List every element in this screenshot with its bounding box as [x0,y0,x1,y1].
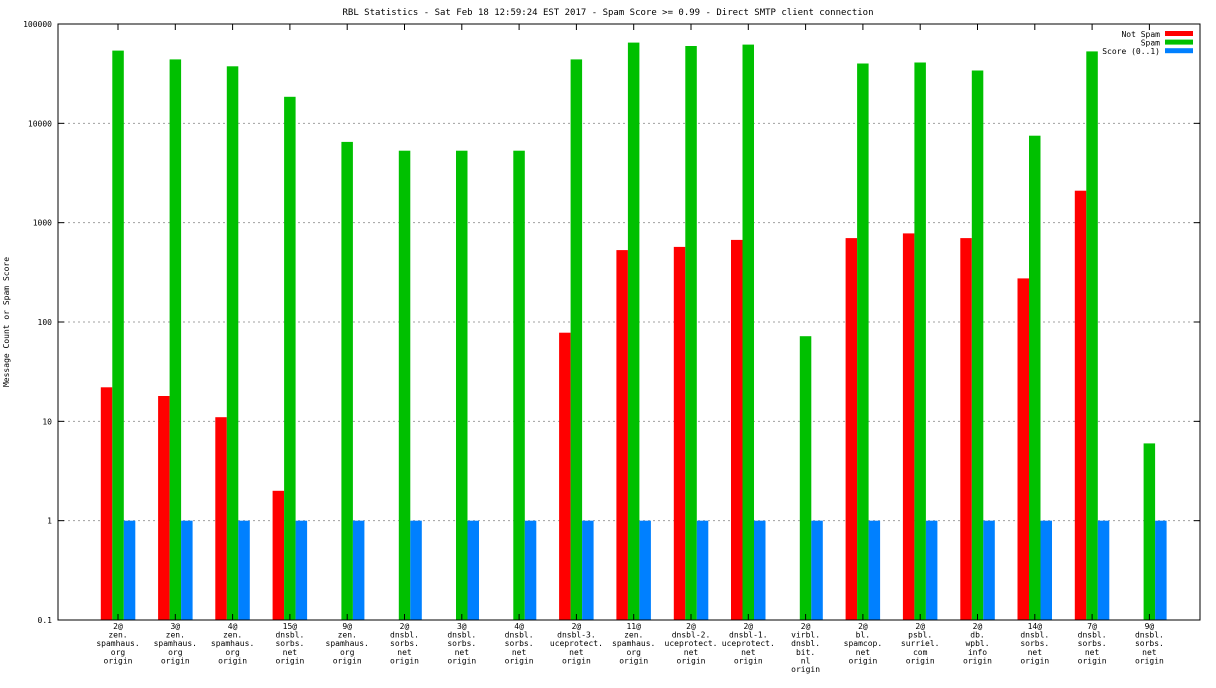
bar-score-0-1 [181,520,193,620]
bar-spam [627,42,640,621]
y-tick-label: 10000 [28,119,52,128]
y-axis-ticks: 0.1 1 10 100 1000 10000 100000 [23,20,1200,625]
bar-score-0-1 [754,520,766,620]
bar-not-spam [559,332,571,620]
legend-label: Not Spam [1121,30,1160,39]
x-axis-categories: 2@ zen. spamhaus. org origin 3@ zen. spamhaus. o… [96,24,1164,674]
x-category-label: 2@ dnsbl-3. uceprotect. net origin [550,622,603,665]
legend-swatch [1165,39,1193,45]
y-tick-label: 100000 [23,20,52,29]
bar-spam [341,141,353,620]
bar-not-spam [902,233,915,620]
bar-spam [971,70,984,620]
legend-swatch [1165,48,1193,54]
chart-title: RBL Statistics - Sat Feb 18 12:59:24 EST… [342,8,873,18]
y-tick-label: 1000 [33,219,52,228]
x-category-label: 7@ dnsbl. sorbs. net origin [1078,622,1107,665]
bar-not-spam [616,250,628,620]
x-category-label: 11@ zen. spamhaus. org origin [612,622,655,665]
bar-not-spam [158,396,170,620]
bar-score-0-1 [925,520,938,620]
x-category-label: 2@ dnsbl-1. uceprotect. net origin [722,622,775,665]
x-category-label: 2@ db. wpbl. info origin [963,622,992,665]
bar-score-0-1 [524,520,537,620]
bar-not-spam [960,238,972,620]
bar-not-spam [1074,190,1087,620]
bar-spam [742,44,754,621]
x-category-label: 3@ dnsbl. sorbs. net origin [447,622,476,665]
x-category-label: 9@ zen. spamhaus. org origin [326,622,369,665]
bar-not-spam [272,490,285,620]
bar-not-spam [1017,278,1029,620]
legend-label: Spam [1141,39,1160,48]
bar-score-0-1 [1040,520,1052,620]
bar-not-spam [673,246,686,620]
x-category-label: 2@ psbl. surriel. com origin [901,622,940,665]
legend-swatch [1165,31,1193,36]
bar-spam [169,59,182,620]
bar-score-0-1 [467,520,479,620]
bar-spam [1143,443,1156,620]
x-category-label: 14@ dnsbl. sorbs. net origin [1020,622,1049,665]
bar-score-0-1 [639,520,651,620]
bars [100,42,1167,621]
y-tick-label: 1 [47,517,52,526]
bar-spam [685,46,697,620]
x-category-label: 15@ dnsbl. sorbs. net origin [275,622,304,665]
bar-not-spam [731,239,743,620]
bar-spam [112,50,124,621]
x-category-label: 2@ zen. spamhaus. org origin [96,622,139,665]
bar-not-spam [215,417,227,620]
bar-spam [398,150,411,620]
bar-spam [1086,51,1098,620]
bar-score-0-1 [1097,520,1110,620]
bar-not-spam [845,238,858,620]
x-category-label: 2@ dnsbl-2. uceprotect. net origin [665,622,718,665]
bar-score-0-1 [352,520,365,620]
bar-score-0-1 [123,520,136,620]
x-category-label: 2@ virbl. dnsbl. bit. nl origin [791,622,820,674]
bar-score-0-1 [696,520,709,620]
bar-score-0-1 [983,520,995,620]
legend-label: Score (0..1) [1102,47,1160,56]
bar-spam [284,96,296,621]
y-tick-label: 0.1 [38,616,53,625]
bar-spam [570,59,583,620]
bar-spam [226,66,239,621]
x-category-label: 2@ dnsbl. sorbs. net origin [390,622,419,665]
bar-score-0-1 [811,520,823,620]
bar-score-0-1 [868,520,881,620]
x-category-label: 9@ dnsbl. sorbs. net origin [1135,622,1164,665]
x-category-label: 2@ bl. spamcop. net origin [844,622,883,665]
x-category-label: 3@ zen. spamhaus. org origin [154,622,197,665]
bar-spam [1029,135,1041,620]
y-tick-label: 100 [38,318,53,327]
x-category-label: 4@ zen. spamhaus. org origin [211,622,254,665]
bar-score-0-1 [238,520,250,620]
y-tick-label: 10 [42,417,52,426]
bar-spam [857,63,869,620]
x-category-label: 4@ dnsbl. sorbs. net origin [505,622,534,665]
y-axis-label: Message Count or Spam Score [2,257,11,387]
bar-score-0-1 [1155,520,1167,620]
bar-spam [914,62,926,620]
bar-score-0-1 [582,520,594,620]
bar-spam [456,150,468,620]
bar-score-0-1 [295,520,308,620]
bar-score-0-1 [410,520,422,620]
bar-spam [799,336,812,620]
bar-spam [513,150,525,620]
bar-not-spam [100,387,113,620]
